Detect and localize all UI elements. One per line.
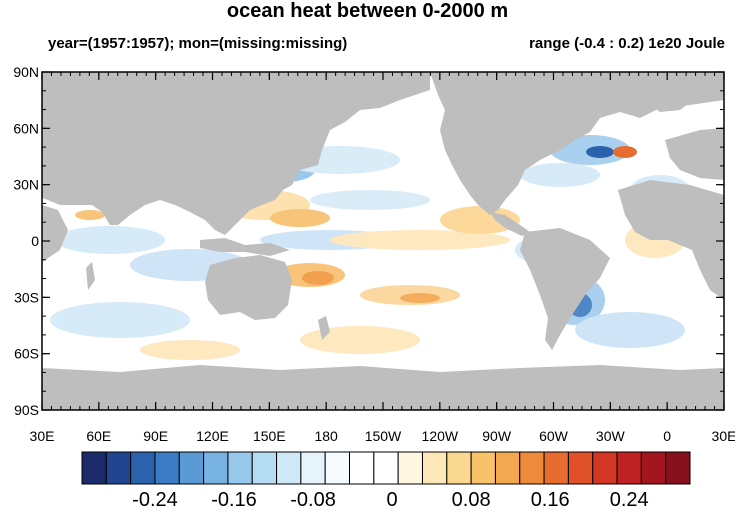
colorbar-label: 0.16 xyxy=(531,489,570,510)
colorbar-swatch xyxy=(665,451,691,485)
lon-label: 30E xyxy=(712,428,735,444)
lon-label: 60W xyxy=(539,428,569,444)
lon-label: 150E xyxy=(253,428,286,444)
map-title: ocean heat between 0-2000 m xyxy=(226,0,509,22)
colorbar-swatch xyxy=(349,451,375,485)
colorbar-swatch xyxy=(494,451,521,485)
lon-label: 90W xyxy=(482,428,512,444)
lon-label: 180 xyxy=(314,428,338,444)
colorbar-swatch xyxy=(324,451,351,485)
colorbar-swatch xyxy=(251,451,278,485)
colorbar-swatch xyxy=(616,451,642,485)
colorbar-swatch xyxy=(300,451,326,485)
land-masses xyxy=(42,72,724,410)
lon-label: 60E xyxy=(86,428,111,444)
lat-label: 90N xyxy=(13,64,39,80)
colorbar: -0.24 -0.16 -0.08 0 0.08 0.16 0.24 xyxy=(81,451,691,510)
range-subtitle: range (-0.4 : 0.2) 1e20 Joule xyxy=(529,35,725,52)
colorbar-swatch xyxy=(373,451,399,485)
lat-label: 60N xyxy=(13,120,39,136)
lon-label: 30E xyxy=(30,428,55,444)
lon-label: 30W xyxy=(596,428,626,444)
colorbar-swatch xyxy=(276,451,302,485)
lon-label: 0 xyxy=(663,428,671,444)
longitude-axis: 30E 60E 90E 120E 150E 180 150W 120W 90W 60W 30W 0 30… xyxy=(30,72,735,444)
colorbar-swatch xyxy=(446,451,472,485)
lat-label: 60S xyxy=(14,346,39,362)
lat-label: 90S xyxy=(14,402,39,418)
colorbar-swatch xyxy=(227,451,253,485)
colorbar-swatch xyxy=(592,451,618,485)
colorbar-swatch xyxy=(567,451,594,485)
colorbar-label: 0 xyxy=(387,489,398,510)
lon-label: 150W xyxy=(365,428,402,444)
colorbar-label: 0.24 xyxy=(610,489,649,510)
lat-label: 0 xyxy=(31,233,39,249)
colorbar-swatch xyxy=(154,451,180,485)
colorbar-label: -0.16 xyxy=(211,489,257,510)
lon-label: 90E xyxy=(143,428,168,444)
colorbar-swatch xyxy=(543,451,569,485)
lat-label: 30S xyxy=(14,289,39,305)
lon-label: 120E xyxy=(196,428,229,444)
colorbar-label: -0.24 xyxy=(132,489,178,510)
latitude-axis: 90N 60N 30N 0 30S 60S 90S xyxy=(13,64,724,418)
colorbar-swatch xyxy=(178,451,205,485)
colorbar-label: 0.08 xyxy=(452,489,491,510)
colorbar-swatch xyxy=(105,451,132,485)
colorbar-swatch xyxy=(397,451,423,485)
colorbar-swatch xyxy=(130,451,156,485)
lon-label: 120W xyxy=(422,428,459,444)
time-subtitle: year=(1957:1957); mon=(missing:missing) xyxy=(48,35,348,52)
colorbar-swatch xyxy=(421,451,448,485)
lat-label: 30N xyxy=(13,177,39,193)
colorbar-swatch xyxy=(470,451,496,485)
colorbar-swatch xyxy=(519,451,545,485)
colorbar-swatch xyxy=(640,451,667,485)
colorbar-swatch xyxy=(81,451,107,485)
colorbar-label: -0.08 xyxy=(290,489,336,510)
colorbar-swatch xyxy=(203,451,229,485)
